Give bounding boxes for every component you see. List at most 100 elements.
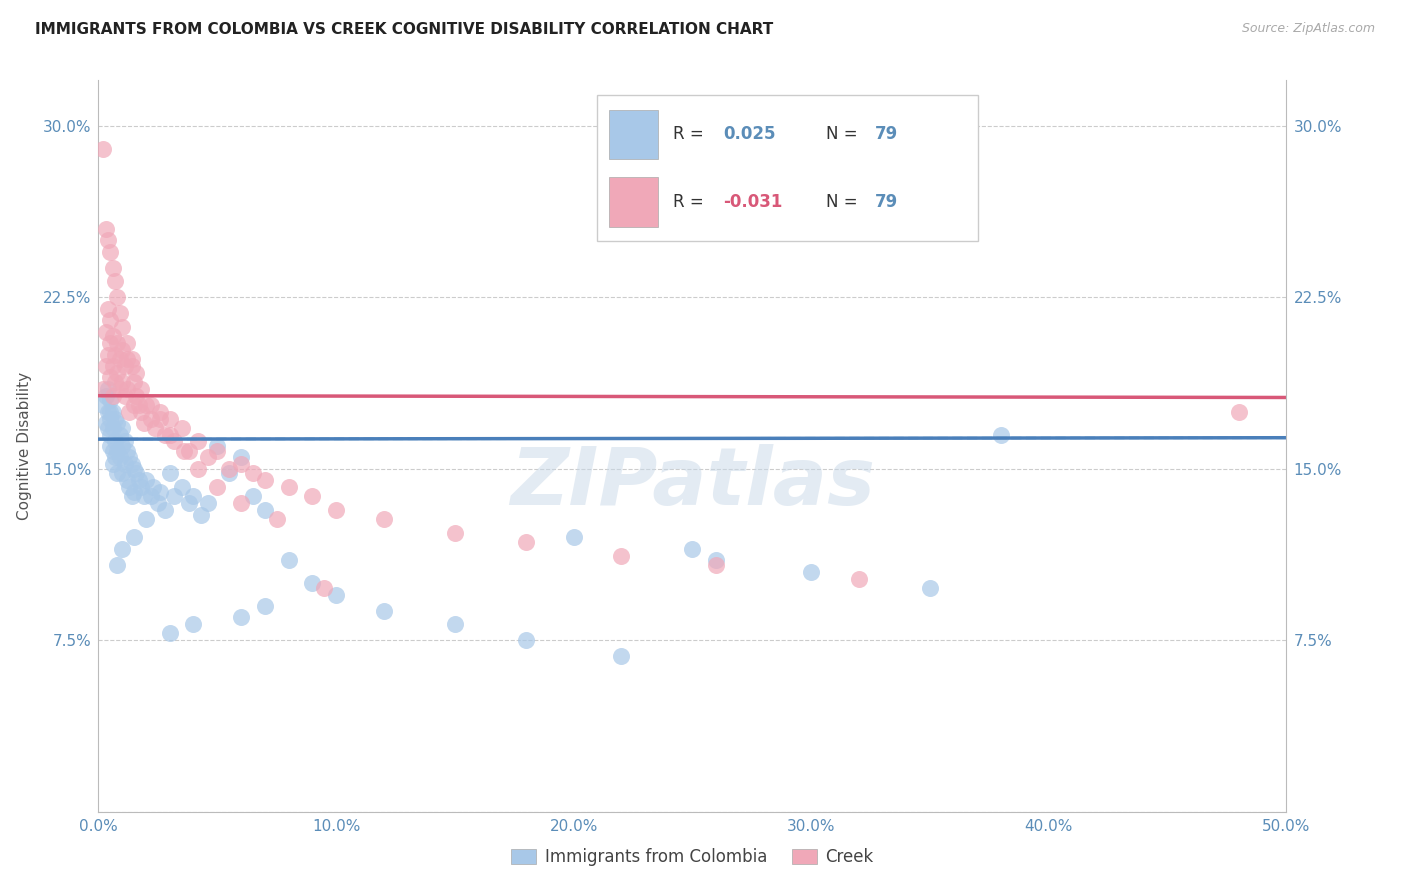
Point: [98, 427, 121, 442]
Point: [277, 480, 299, 494]
Point: [183, 489, 205, 503]
Point: [118, 480, 141, 494]
Point: [610, 549, 633, 563]
Point: [108, 306, 131, 320]
Point: [704, 558, 727, 572]
Point: [97, 420, 120, 434]
Point: [149, 405, 172, 419]
Point: [253, 503, 276, 517]
Point: [242, 489, 264, 503]
Point: [111, 467, 134, 481]
Point: [177, 443, 200, 458]
Point: [153, 427, 176, 442]
Point: [253, 599, 276, 613]
Point: [139, 398, 162, 412]
Point: [159, 427, 181, 442]
Point: [111, 375, 134, 389]
Text: IMMIGRANTS FROM COLOMBIA VS CREEK COGNITIVE DISABILITY CORRELATION CHART: IMMIGRANTS FROM COLOMBIA VS CREEK COGNIT…: [35, 22, 773, 37]
Point: [190, 508, 212, 522]
Point: [122, 375, 145, 389]
Point: [197, 450, 219, 465]
Point: [135, 512, 157, 526]
Legend: Immigrants from Colombia, Creek: Immigrants from Colombia, Creek: [505, 841, 880, 873]
Point: [266, 512, 288, 526]
Point: [515, 535, 537, 549]
Point: [101, 329, 124, 343]
Point: [183, 617, 205, 632]
Point: [97, 301, 120, 316]
Point: [104, 347, 127, 362]
Point: [218, 467, 240, 481]
Point: [159, 467, 181, 481]
Point: [170, 420, 193, 434]
Point: [325, 503, 347, 517]
Point: [149, 411, 172, 425]
Point: [97, 347, 120, 362]
Point: [107, 558, 129, 572]
Point: [682, 541, 704, 556]
Point: [121, 359, 143, 373]
Point: [207, 480, 229, 494]
Point: [444, 525, 467, 540]
Point: [159, 411, 181, 425]
Point: [229, 458, 252, 472]
Point: [94, 222, 117, 236]
Point: [101, 359, 124, 373]
Point: [101, 458, 124, 472]
Point: [229, 610, 252, 624]
Point: [107, 416, 129, 430]
Point: [108, 450, 131, 465]
Point: [159, 626, 181, 640]
Point: [98, 244, 121, 259]
Point: [104, 411, 127, 425]
Point: [129, 480, 152, 494]
Point: [104, 434, 127, 449]
Point: [122, 484, 145, 499]
Y-axis label: Cognitive Disability: Cognitive Disability: [17, 372, 32, 520]
Point: [115, 352, 138, 367]
Point: [990, 427, 1012, 442]
Point: [139, 411, 162, 425]
Point: [118, 450, 141, 465]
Point: [111, 541, 134, 556]
Point: [114, 434, 136, 449]
Point: [101, 405, 124, 419]
Point: [187, 462, 209, 476]
Point: [125, 366, 148, 380]
Point: [135, 398, 157, 412]
Point: [98, 370, 121, 384]
Point: [94, 416, 117, 430]
Point: [98, 439, 121, 453]
Point: [104, 375, 127, 389]
Point: [104, 275, 127, 289]
Point: [101, 420, 124, 434]
Point: [122, 462, 145, 476]
Point: [94, 389, 117, 403]
Point: [444, 617, 467, 632]
Point: [121, 352, 143, 367]
Point: [97, 233, 120, 247]
Point: [98, 313, 121, 327]
Point: [229, 450, 252, 465]
Point: [91, 142, 114, 156]
Point: [121, 458, 143, 472]
Point: [373, 512, 395, 526]
Point: [122, 530, 145, 544]
Point: [108, 352, 131, 367]
Point: [97, 382, 120, 396]
Point: [107, 467, 129, 481]
Point: [125, 467, 148, 481]
Point: [114, 389, 136, 403]
Point: [111, 420, 134, 434]
Point: [108, 427, 131, 442]
Point: [111, 343, 134, 357]
Point: [101, 443, 124, 458]
Point: [163, 434, 186, 449]
Point: [1227, 405, 1250, 419]
Point: [115, 473, 138, 487]
Point: [108, 382, 131, 396]
Point: [114, 458, 136, 472]
Point: [314, 581, 336, 595]
Point: [848, 572, 870, 586]
Point: [218, 462, 240, 476]
